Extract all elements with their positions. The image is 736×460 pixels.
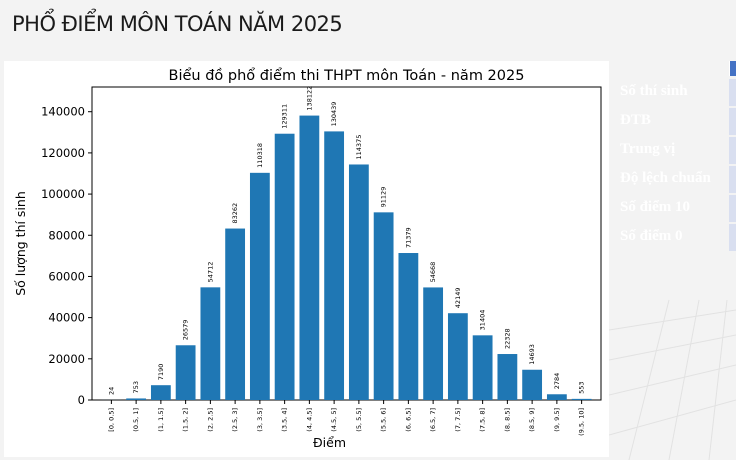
data-label: 83262: [231, 203, 239, 224]
chart-title: Biểu đồ phổ điểm thi THPT môn Toán - năm…: [169, 67, 525, 84]
data-label: 138122: [305, 86, 313, 111]
chart-panel: Biểu đồ phổ điểm thi THPT môn Toán - năm…: [4, 61, 609, 457]
bar: [324, 131, 345, 401]
x-tick-label: (4, 4.5]: [305, 408, 313, 432]
y-tick-label: 100000: [41, 187, 85, 201]
plot-frame: [91, 86, 602, 401]
data-label: 24: [107, 387, 115, 395]
bar: [126, 398, 147, 400]
bar: [522, 369, 543, 400]
data-label: 31404: [479, 310, 487, 331]
bar: [175, 345, 196, 400]
data-label: 42149: [454, 288, 462, 309]
data-label: 71379: [404, 227, 412, 248]
x-tick-label: (1, 1.5]: [157, 408, 165, 432]
stats-row-value: [729, 224, 736, 251]
x-tick-label: (6, 6.5]: [404, 408, 412, 432]
y-tick-label: 20000: [48, 352, 85, 366]
x-tick-label: (7, 7.5]: [454, 408, 462, 432]
bar: [398, 253, 419, 400]
x-tick-label: (3, 3.5]: [256, 408, 264, 432]
bar: [225, 228, 246, 400]
x-tick-label: (5.5, 6]: [380, 408, 388, 432]
x-tick-label: (4.5, 5]: [330, 408, 338, 432]
x-tick-label: (5, 5.5]: [355, 408, 363, 432]
stats-row-label: ĐTB: [620, 112, 651, 128]
stats-row-value: [729, 137, 736, 164]
data-label: 753: [132, 381, 140, 393]
stats-row-label: Độ lệch chuẩn: [620, 170, 711, 186]
stats-row-value: [729, 108, 736, 135]
stats-row-label: Số thí sinh: [620, 83, 688, 99]
x-tick-label: (8.5, 9]: [528, 408, 536, 432]
bar: [373, 212, 394, 400]
stats-row-label: Số điểm 10: [620, 199, 691, 215]
data-label: 22328: [503, 328, 511, 349]
x-tick-label: (2, 2.5]: [206, 408, 214, 432]
y-tick-label: 40000: [48, 311, 85, 325]
x-tick-label: (1.5, 2]: [182, 408, 190, 432]
data-label: 26579: [182, 320, 190, 341]
bar: [423, 287, 444, 400]
stats-row-value: [729, 195, 736, 222]
slide-title: PHỔ ĐIỂM MÔN TOÁN NĂM 2025: [12, 12, 343, 36]
x-tick-label: (8, 8.5]: [503, 408, 511, 432]
y-tick-label: 80000: [48, 228, 85, 242]
bar: [348, 164, 369, 400]
y-tick-label: 0: [78, 393, 85, 407]
stats-row-value: [729, 166, 736, 193]
x-axis-label: Điểm: [313, 435, 346, 450]
stats-row-label: Trung vị: [620, 141, 676, 157]
bar: [472, 335, 493, 400]
bar: [447, 313, 468, 400]
x-tick-label: (9, 9.5]: [553, 408, 561, 432]
y-axis-label: Số lượng thí sinh: [13, 191, 28, 296]
data-label: 2784: [553, 373, 561, 390]
bar: [274, 133, 295, 400]
data-label: 54668: [429, 262, 437, 283]
bar: [497, 354, 518, 400]
x-tick-label: [0, 0.5]: [107, 408, 115, 432]
x-tick-label: (2.5, 3]: [231, 408, 239, 432]
y-tick-label: 60000: [48, 269, 85, 283]
stats-table: Số thí sinh ĐTB Trung vị Độ lệch chuẩn Số đi…: [615, 61, 736, 261]
x-tick-label: (9.5, 10]: [578, 408, 586, 436]
bar: [200, 287, 221, 400]
bar: [546, 394, 567, 400]
decorative-grid: [609, 299, 736, 460]
data-label: 7190: [157, 364, 165, 381]
data-label: 91129: [380, 187, 388, 208]
data-label: 110318: [256, 143, 264, 168]
bar: [571, 398, 592, 400]
data-label: 114375: [355, 135, 363, 160]
data-label: 129311: [281, 104, 289, 129]
data-label: 130439: [330, 102, 338, 127]
bar: [249, 172, 270, 400]
x-tick-label: (0.5, 1]: [132, 408, 140, 432]
x-tick-label: (7.5, 8]: [479, 408, 487, 432]
bar: [150, 385, 171, 400]
y-tick-label: 120000: [41, 146, 85, 160]
bar-chart: Biểu đồ phổ điểm thi THPT môn Toán - năm…: [13, 67, 602, 450]
data-label: 14693: [528, 344, 536, 365]
bar: [299, 115, 320, 400]
data-label: 553: [578, 381, 586, 393]
x-tick-label: (3.5, 4]: [281, 408, 289, 432]
y-tick-label: 140000: [41, 105, 85, 119]
stats-row-value: [729, 79, 736, 106]
data-label: 54712: [206, 262, 214, 283]
stats-row-label: Số điểm 0: [620, 228, 683, 244]
x-tick-label: (6.5, 7]: [429, 408, 437, 432]
